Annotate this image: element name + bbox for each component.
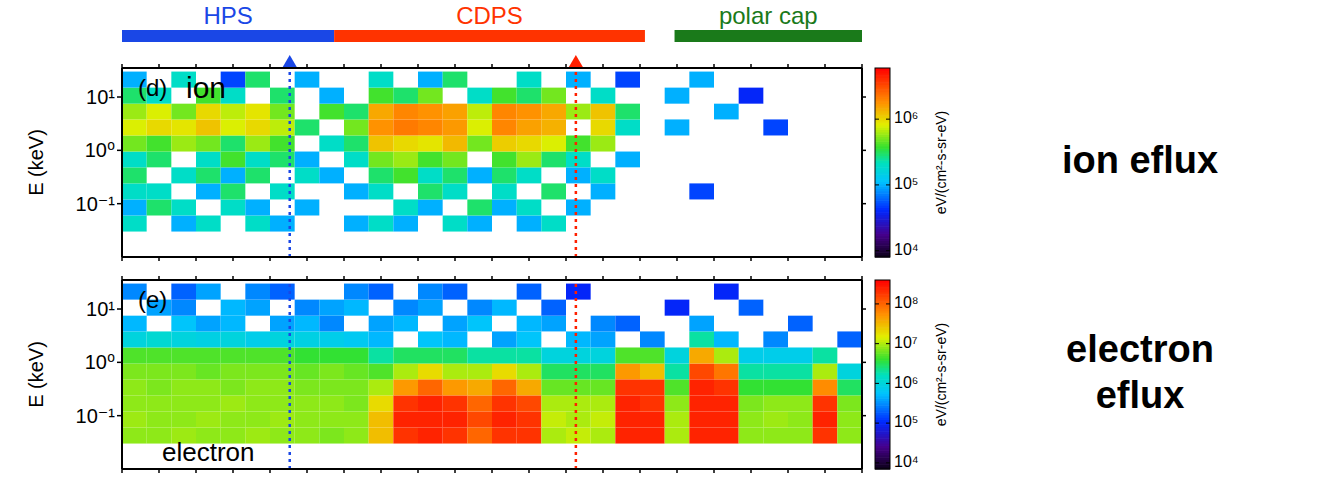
svg-text:E (keV): E (keV)	[25, 129, 47, 196]
svg-text:ion: ion	[186, 71, 226, 104]
svg-text:electron: electron	[1066, 328, 1214, 370]
svg-text:10¹: 10¹	[86, 86, 115, 108]
svg-text:polar cap: polar cap	[719, 2, 818, 29]
svg-text:10¹: 10¹	[86, 298, 115, 320]
svg-text:CDPS: CDPS	[456, 2, 523, 29]
svg-text:ion eflux: ion eflux	[1062, 139, 1218, 181]
svg-text:eV/(cm²-s-sr-eV): eV/(cm²-s-sr-eV)	[933, 111, 949, 214]
svg-text:HPS: HPS	[203, 2, 252, 29]
svg-text:10⁰: 10⁰	[85, 139, 115, 161]
svg-text:10⁴: 10⁴	[894, 453, 919, 470]
svg-text:eV/(cm²-s-sr-eV): eV/(cm²-s-sr-eV)	[933, 323, 949, 426]
svg-text:10⁷: 10⁷	[894, 334, 918, 351]
svg-text:10⁸: 10⁸	[894, 294, 919, 311]
svg-text:electron: electron	[162, 437, 255, 467]
svg-text:10⁰: 10⁰	[85, 351, 115, 373]
svg-text:10⁵: 10⁵	[894, 413, 918, 430]
svg-text:10⁻¹: 10⁻¹	[76, 193, 116, 215]
svg-text:10⁶: 10⁶	[894, 374, 918, 391]
svg-text:10⁻¹: 10⁻¹	[76, 405, 116, 427]
svg-text:10⁵: 10⁵	[894, 175, 918, 192]
svg-text:10⁴: 10⁴	[894, 241, 919, 258]
svg-text:(d): (d)	[138, 74, 167, 101]
svg-text:10⁶: 10⁶	[894, 109, 918, 126]
svg-text:(e): (e)	[138, 286, 167, 313]
svg-text:eflux: eflux	[1096, 374, 1185, 416]
svg-text:E (keV): E (keV)	[25, 341, 47, 408]
